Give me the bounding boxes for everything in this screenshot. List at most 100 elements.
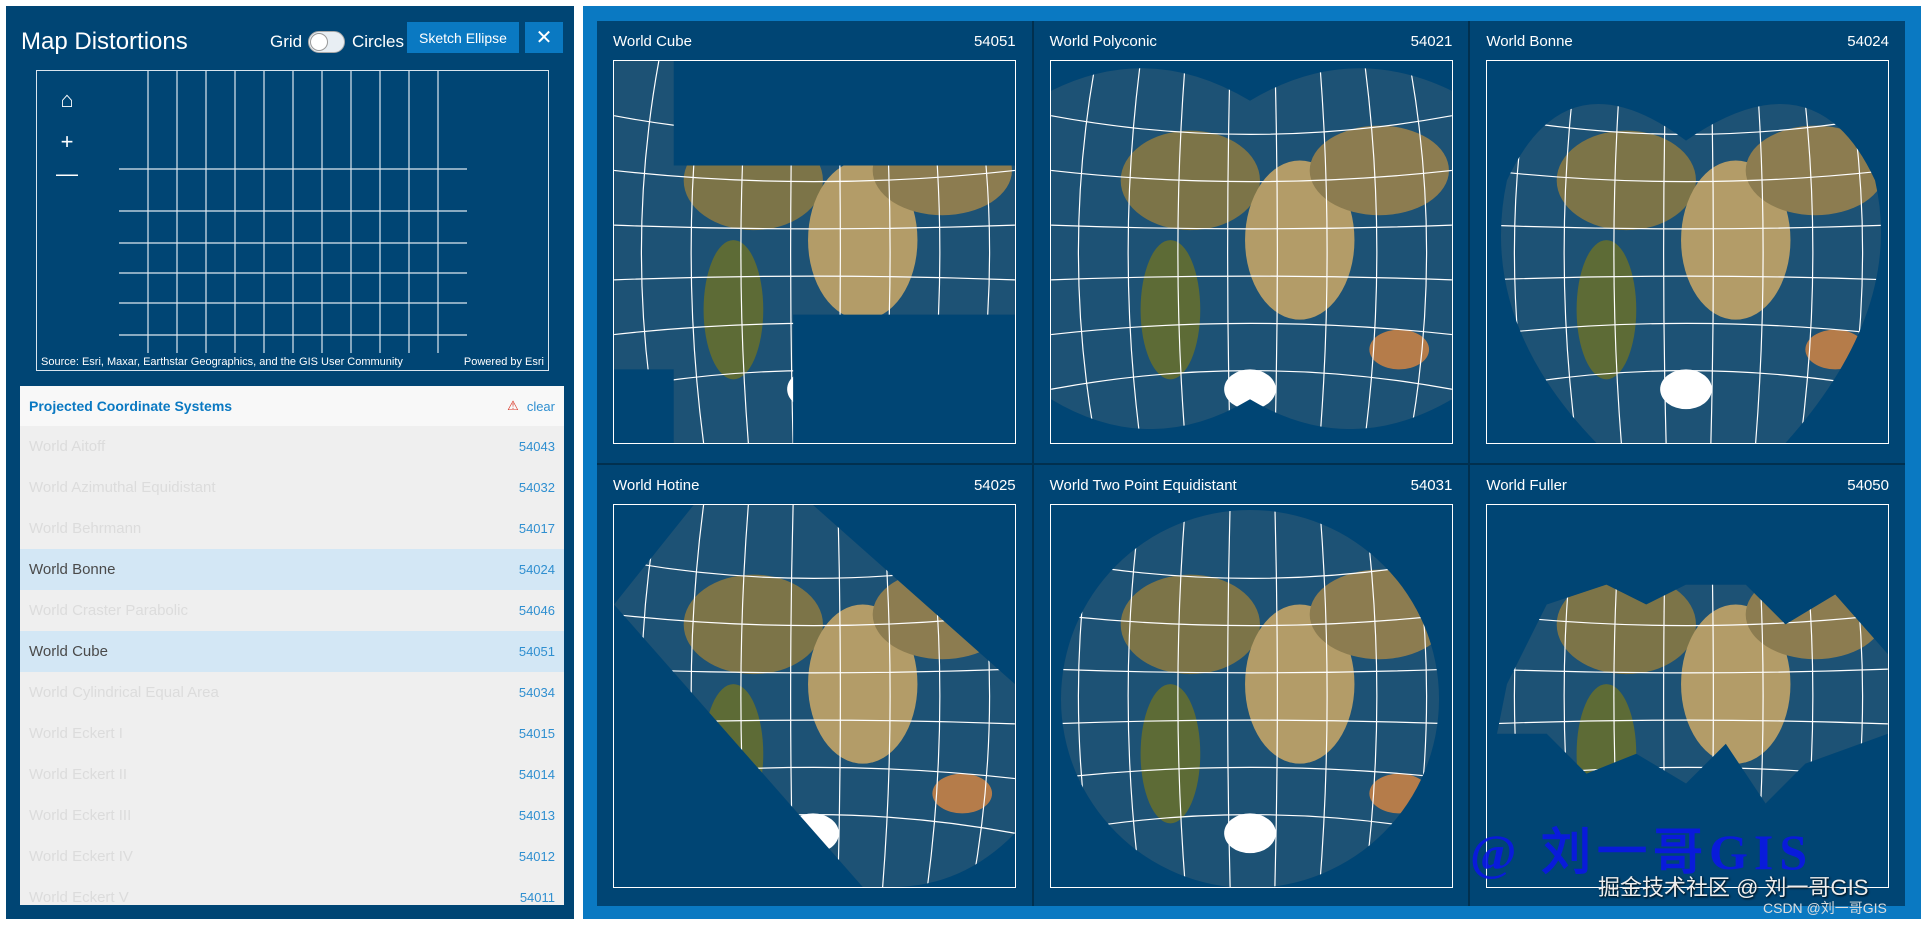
landmass [1805, 773, 1866, 803]
projection-map[interactable] [613, 503, 1016, 888]
list-item-name: World Cylindrical Equal Area [29, 684, 219, 701]
projection-code: 54031 [1410, 476, 1453, 494]
list-item-name: World Azimuthal Equidistant [29, 479, 216, 496]
list-item-name: World Bonne [29, 561, 116, 578]
left-panel: Map Distortions Grid Circles Sketch Elli… [6, 6, 574, 919]
plus-icon: + [60, 129, 74, 154]
projection-name: World Cube [613, 33, 692, 50]
projection-code: 54050 [1847, 476, 1889, 494]
list-item-code: 54015 [518, 726, 555, 741]
list-item-name: World Eckert III [29, 807, 132, 824]
list-item-name: World Craster Parabolic [29, 602, 188, 619]
list-item[interactable]: World Cylindrical Equal Area 54034 [20, 672, 564, 713]
projection-cell[interactable]: World Bonne 54024 [1470, 21, 1905, 463]
list-item[interactable]: World Craster Parabolic 54046 [20, 590, 564, 631]
list-item[interactable]: World Eckert III 54013 [20, 795, 564, 836]
landmass [1369, 329, 1429, 370]
overview-map[interactable]: ⌂ + — Source: Esri, Maxar, Earthstar Geo… [36, 70, 549, 371]
list-item-name: World Aitoff [29, 438, 106, 455]
landmass [1369, 773, 1429, 813]
projection-name: World Hotine [613, 476, 700, 494]
list-item-code: 54024 [518, 562, 555, 577]
landmass [1309, 125, 1449, 216]
list-item-name: World Cube [29, 643, 108, 660]
landmass [703, 240, 764, 380]
list-item[interactable]: World Azimuthal Equidistant 54032 [20, 467, 564, 508]
circles-label: Circles [352, 32, 404, 51]
toggle-knob[interactable] [310, 33, 328, 51]
landmass [1576, 240, 1637, 380]
graticule [1501, 103, 1882, 443]
landmass [1309, 569, 1439, 659]
projections-panel: World Cube 54051 World Polyconic 54021 W… [583, 6, 1921, 919]
zoom-in-button[interactable]: + [49, 125, 85, 159]
graticule [119, 71, 467, 353]
list-item-code: 54032 [518, 480, 555, 495]
list-item[interactable]: World Cube 54051 [20, 631, 564, 672]
home-button[interactable]: ⌂ [49, 83, 85, 117]
projection-name: World Bonne [1486, 33, 1573, 50]
landmass [1746, 584, 1886, 659]
landmass [932, 329, 993, 370]
list-item-code: 54013 [518, 808, 555, 823]
powered-by[interactable]: Powered by Esri [463, 356, 544, 368]
close-icon: ✕ [535, 27, 553, 49]
projection-name: World Fuller [1486, 476, 1567, 494]
list-header: Projected Coordinate Systems ⚠ clear [20, 386, 564, 426]
projection-map[interactable] [1486, 503, 1890, 888]
landmass [703, 683, 764, 823]
list-item-name: World Eckert I [29, 725, 123, 742]
list-item-name: World Behrmann [29, 520, 142, 537]
projection-map[interactable] [1486, 60, 1890, 444]
list-item[interactable]: World Eckert V 54011 [20, 877, 564, 905]
projection-cell[interactable]: World Fuller 54050 [1470, 464, 1905, 906]
projection-map[interactable] [1049, 503, 1453, 888]
list-title: Projected Coordinate Systems [29, 398, 233, 414]
projection-cell[interactable]: World Cube 54051 [597, 21, 1032, 463]
attribution: Source: Esri, Maxar, Earthstar Geographi… [41, 356, 544, 368]
attribution-source: Source: Esri, Maxar, Earthstar Geographi… [41, 356, 403, 368]
antarctica [787, 812, 839, 853]
list-item-name: World Eckert V [29, 889, 129, 905]
watermark-logo: @ 刘一哥GIS [1470, 824, 1814, 880]
page-title: Map Distortions [21, 28, 188, 55]
list-item[interactable]: World Aitoff 54043 [20, 426, 564, 467]
projection-cell[interactable]: World Two Point Equidistant 54031 [1033, 464, 1469, 906]
list-item-code: 54051 [518, 644, 555, 659]
list-item[interactable]: World Bonne 54024 [20, 549, 564, 590]
landmass [872, 569, 1012, 659]
landmass [1140, 240, 1200, 380]
list-item[interactable]: World Behrmann 54017 [20, 508, 564, 549]
projection-map[interactable] [613, 60, 1016, 444]
warning-icon: ⚠ [507, 398, 519, 413]
watermark-csdn: CSDN @刘一哥GIS [1763, 900, 1887, 916]
list-item-code: 54014 [518, 767, 555, 782]
landmass [1746, 125, 1882, 216]
close-button[interactable]: ✕ [525, 22, 563, 53]
projection-map[interactable] [1049, 60, 1453, 444]
list-item-code: 54012 [518, 849, 555, 864]
landmass [872, 125, 1012, 216]
grid-circles-toggle[interactable] [308, 31, 345, 53]
list-item[interactable]: World Eckert II 54014 [20, 754, 564, 795]
list-item-code: 54043 [518, 439, 555, 454]
list-item-code: 54017 [518, 521, 555, 536]
clear-link[interactable]: clear [526, 398, 555, 414]
projection-cell[interactable]: World Polyconic 54021 [1033, 21, 1469, 463]
projection-cell[interactable]: World Hotine 54025 [597, 464, 1032, 906]
home-icon: ⌂ [60, 87, 74, 112]
graticule [1050, 68, 1452, 430]
projection-code: 54021 [1410, 33, 1453, 50]
sketch-ellipse-button[interactable]: Sketch Ellipse [407, 22, 519, 53]
zoom-out-button[interactable]: — [49, 157, 85, 191]
landmass [932, 773, 993, 813]
list-item-code: 54011 [519, 890, 555, 905]
coordinate-system-list[interactable]: Projected Coordinate Systems ⚠ clear Worl… [20, 386, 564, 905]
list-item-code: 54034 [518, 685, 555, 700]
list-item[interactable]: World Eckert IV 54012 [20, 836, 564, 877]
antarctica [1223, 812, 1276, 853]
landmass [1576, 683, 1637, 803]
list-item[interactable]: World Eckert I 54015 [20, 713, 564, 754]
list-item-name: World Eckert II [29, 766, 128, 783]
projection-name: World Polyconic [1049, 33, 1157, 50]
